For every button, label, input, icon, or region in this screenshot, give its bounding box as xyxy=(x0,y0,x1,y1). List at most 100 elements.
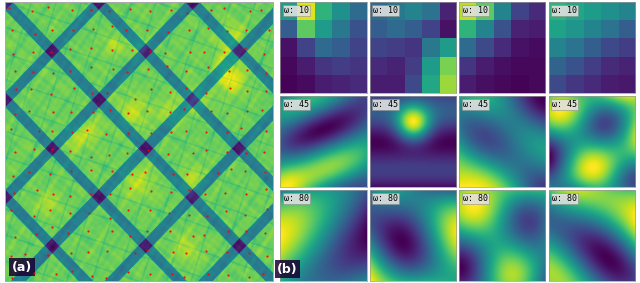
Point xyxy=(47,28,58,33)
Point xyxy=(223,69,234,74)
Point xyxy=(201,148,211,153)
Point xyxy=(145,272,156,276)
Point xyxy=(201,90,211,95)
Point xyxy=(141,248,152,253)
Text: (a): (a) xyxy=(12,261,32,274)
Point xyxy=(221,110,232,115)
Point xyxy=(24,170,34,175)
Point xyxy=(10,149,20,154)
Point xyxy=(221,208,231,213)
Point xyxy=(122,70,132,74)
Point xyxy=(65,110,76,114)
Point xyxy=(28,70,38,74)
Point xyxy=(142,108,152,113)
Point xyxy=(184,28,194,32)
Point xyxy=(168,250,178,255)
Point xyxy=(239,169,250,174)
Point xyxy=(108,67,118,71)
Point xyxy=(63,231,74,235)
Point xyxy=(145,189,156,193)
Point xyxy=(201,129,211,134)
Point xyxy=(29,271,39,275)
Text: ω: 10: ω: 10 xyxy=(373,6,398,15)
Point xyxy=(180,68,191,73)
Point xyxy=(206,109,216,114)
Text: ω: 45: ω: 45 xyxy=(373,100,398,109)
Point xyxy=(32,188,42,192)
Point xyxy=(65,69,75,73)
Point xyxy=(51,271,61,276)
Point xyxy=(20,252,30,257)
Point xyxy=(4,6,14,10)
Point xyxy=(66,169,76,174)
Point xyxy=(143,147,153,152)
Point xyxy=(264,27,275,32)
Point xyxy=(256,8,266,13)
Point xyxy=(167,272,177,276)
Point xyxy=(206,8,216,12)
Point xyxy=(104,153,115,157)
Point xyxy=(29,213,39,218)
Point xyxy=(262,206,272,211)
Point xyxy=(7,276,17,280)
Point xyxy=(82,128,92,133)
Point xyxy=(262,254,273,258)
Point xyxy=(86,8,96,12)
Text: ω: 80: ω: 80 xyxy=(552,194,577,203)
Point xyxy=(240,46,250,51)
Point xyxy=(261,89,271,94)
Point xyxy=(48,192,58,196)
Point xyxy=(221,29,232,33)
Point xyxy=(123,111,133,115)
Point xyxy=(30,32,40,36)
Point xyxy=(184,188,195,193)
Point xyxy=(67,8,77,12)
Point xyxy=(219,6,229,10)
Point xyxy=(6,127,16,131)
Point xyxy=(35,129,45,133)
Point xyxy=(86,168,97,172)
Text: (b): (b) xyxy=(277,263,298,276)
Point xyxy=(242,67,252,72)
Point xyxy=(127,48,138,52)
Point xyxy=(199,233,209,237)
Point xyxy=(244,251,254,255)
Point xyxy=(46,50,56,54)
Point xyxy=(69,86,79,91)
Point xyxy=(87,91,97,95)
Point xyxy=(29,147,40,151)
Point xyxy=(145,208,156,212)
Point xyxy=(181,85,191,90)
Point xyxy=(65,194,75,199)
Point xyxy=(86,46,97,50)
Point xyxy=(166,129,176,134)
Text: ω: 10: ω: 10 xyxy=(552,6,577,15)
Point xyxy=(123,131,133,136)
Point xyxy=(83,250,93,254)
Point xyxy=(27,9,37,14)
Point xyxy=(226,167,236,171)
Point xyxy=(45,171,56,176)
Point xyxy=(203,25,213,30)
Point xyxy=(261,71,271,76)
Point xyxy=(107,229,117,233)
Point xyxy=(261,129,271,133)
Point xyxy=(122,208,132,213)
Point xyxy=(220,191,230,196)
Point xyxy=(45,207,56,212)
Point xyxy=(165,90,175,95)
Point xyxy=(8,52,19,56)
Point xyxy=(125,234,135,239)
Point xyxy=(261,187,271,191)
Point xyxy=(102,249,112,254)
Point xyxy=(245,9,255,13)
Point xyxy=(257,271,268,276)
Point xyxy=(180,250,191,255)
Point xyxy=(47,147,57,151)
Point xyxy=(222,149,232,154)
Point xyxy=(199,50,209,54)
Point xyxy=(163,29,173,34)
Point xyxy=(184,213,194,217)
Point xyxy=(86,65,96,69)
Point xyxy=(259,150,269,154)
